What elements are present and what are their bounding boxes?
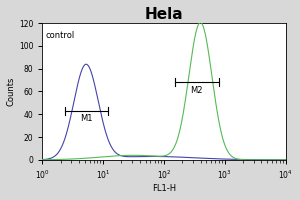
Y-axis label: Counts: Counts xyxy=(7,77,16,106)
Text: M2: M2 xyxy=(190,86,203,95)
Text: M1: M1 xyxy=(80,114,93,123)
Text: control: control xyxy=(45,31,74,40)
Title: Hela: Hela xyxy=(145,7,183,22)
X-axis label: FL1-H: FL1-H xyxy=(152,184,176,193)
